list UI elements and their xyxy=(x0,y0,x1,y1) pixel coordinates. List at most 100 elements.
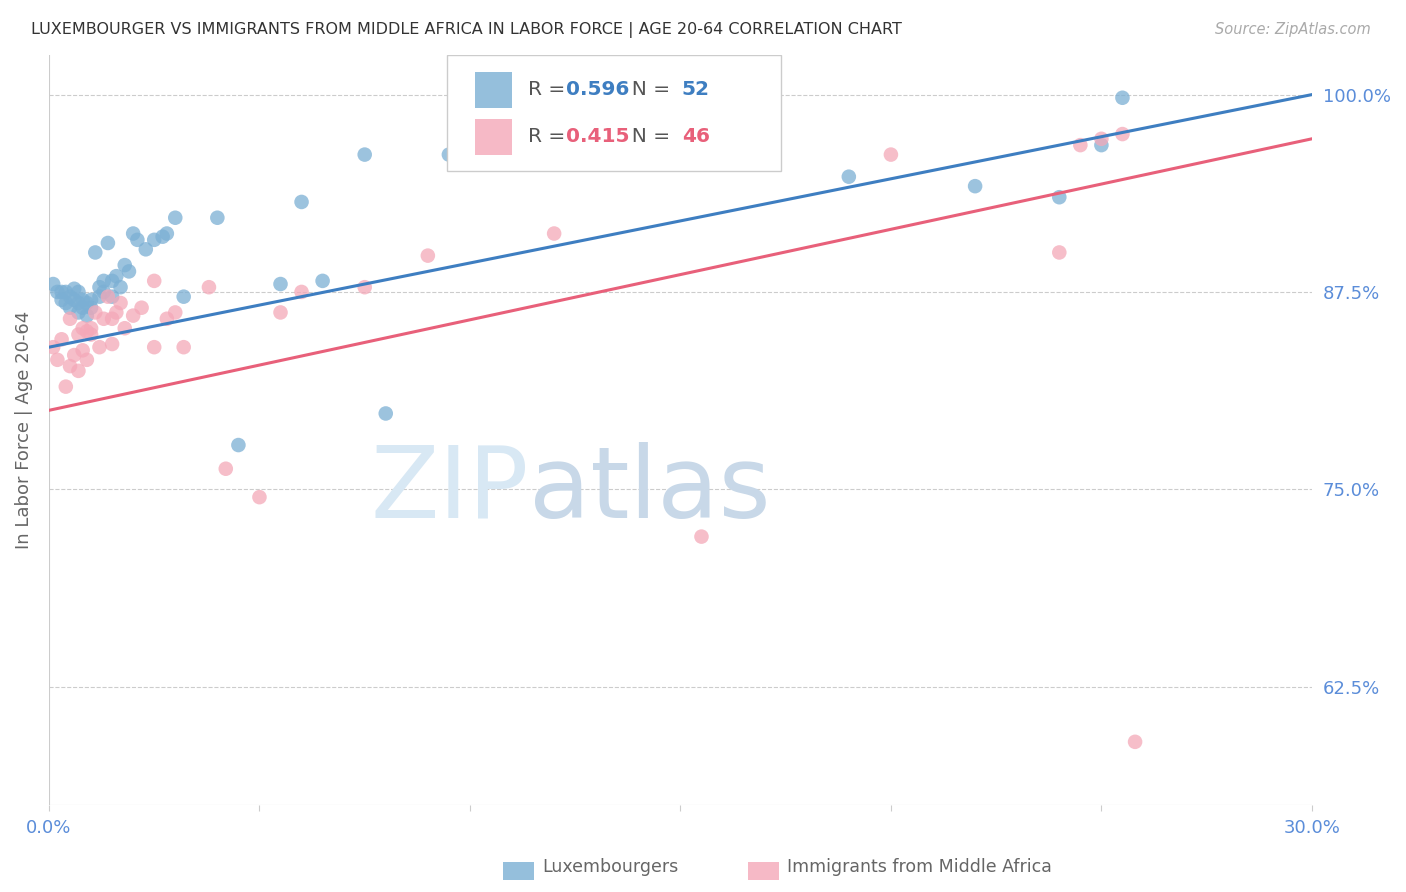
Point xyxy=(173,340,195,354)
Point xyxy=(93,274,115,288)
Y-axis label: In Labor Force | Age 20-64: In Labor Force | Age 20-64 xyxy=(15,311,32,549)
Point xyxy=(46,285,69,299)
Point xyxy=(80,327,103,342)
Point xyxy=(1090,132,1112,146)
Point xyxy=(89,290,111,304)
Point xyxy=(838,169,860,184)
Point xyxy=(67,364,90,378)
Point xyxy=(97,235,120,250)
Point xyxy=(965,179,987,194)
Point xyxy=(215,461,238,475)
Point xyxy=(72,293,94,307)
Point xyxy=(543,227,565,241)
Point xyxy=(290,194,312,209)
Point xyxy=(135,242,157,256)
Text: Luxembourgers: Luxembourgers xyxy=(543,858,679,876)
Point xyxy=(59,359,82,373)
Point xyxy=(198,280,221,294)
Text: N =: N = xyxy=(619,127,676,146)
Point xyxy=(84,305,107,319)
Point xyxy=(55,379,77,393)
Point xyxy=(437,147,460,161)
Point xyxy=(114,321,136,335)
Point xyxy=(59,301,82,315)
Point xyxy=(55,285,77,299)
Point xyxy=(165,305,187,319)
Point xyxy=(80,301,103,315)
Point xyxy=(165,211,187,225)
Text: R =: R = xyxy=(527,127,571,146)
Point xyxy=(1069,138,1091,153)
Point xyxy=(101,274,124,288)
Point xyxy=(127,233,149,247)
Point xyxy=(311,274,333,288)
Point xyxy=(80,321,103,335)
Point xyxy=(63,293,86,307)
Text: 0.596: 0.596 xyxy=(565,80,628,100)
Point xyxy=(1047,190,1070,204)
Point xyxy=(72,301,94,315)
Point xyxy=(690,530,713,544)
Point xyxy=(156,227,179,241)
Point xyxy=(93,285,115,299)
Point xyxy=(51,293,73,307)
Point xyxy=(880,147,903,161)
Point xyxy=(63,282,86,296)
Point xyxy=(156,311,179,326)
Point xyxy=(105,305,128,319)
Point xyxy=(76,309,98,323)
Point xyxy=(67,327,90,342)
Point xyxy=(51,285,73,299)
FancyBboxPatch shape xyxy=(447,55,782,171)
Point xyxy=(72,343,94,358)
Point xyxy=(1123,735,1146,749)
Point xyxy=(114,258,136,272)
Point xyxy=(42,277,65,291)
Bar xyxy=(475,119,512,154)
Point xyxy=(105,269,128,284)
Point xyxy=(353,280,375,294)
Point xyxy=(122,227,145,241)
Point xyxy=(1090,138,1112,153)
Point xyxy=(76,296,98,310)
Text: LUXEMBOURGER VS IMMIGRANTS FROM MIDDLE AFRICA IN LABOR FORCE | AGE 20-64 CORRELA: LUXEMBOURGER VS IMMIGRANTS FROM MIDDLE A… xyxy=(31,22,901,38)
Point xyxy=(55,296,77,310)
Point xyxy=(416,249,439,263)
Point xyxy=(1111,91,1133,105)
Text: ZIP: ZIP xyxy=(371,442,529,539)
Point xyxy=(80,293,103,307)
Point xyxy=(59,311,82,326)
Point xyxy=(122,309,145,323)
Point xyxy=(93,311,115,326)
Point xyxy=(42,340,65,354)
Bar xyxy=(475,72,512,108)
Point xyxy=(131,301,153,315)
Text: N =: N = xyxy=(619,80,676,100)
Point xyxy=(67,296,90,310)
Point xyxy=(353,147,375,161)
Point xyxy=(228,438,250,452)
Point xyxy=(143,274,166,288)
Point xyxy=(97,290,120,304)
Point xyxy=(143,340,166,354)
Point xyxy=(89,340,111,354)
Text: R =: R = xyxy=(527,80,571,100)
Point xyxy=(270,277,292,291)
Point xyxy=(1111,127,1133,141)
Point xyxy=(118,264,141,278)
Point xyxy=(270,305,292,319)
Point xyxy=(46,352,69,367)
Point xyxy=(89,280,111,294)
Point xyxy=(101,337,124,351)
Point xyxy=(51,332,73,346)
Text: atlas: atlas xyxy=(529,442,770,539)
Point xyxy=(63,348,86,362)
Point xyxy=(152,229,174,244)
Point xyxy=(67,305,90,319)
Point xyxy=(76,352,98,367)
Point xyxy=(59,290,82,304)
Point xyxy=(101,311,124,326)
Point xyxy=(1047,245,1070,260)
Text: Immigrants from Middle Africa: Immigrants from Middle Africa xyxy=(787,858,1052,876)
Text: 52: 52 xyxy=(682,80,710,100)
